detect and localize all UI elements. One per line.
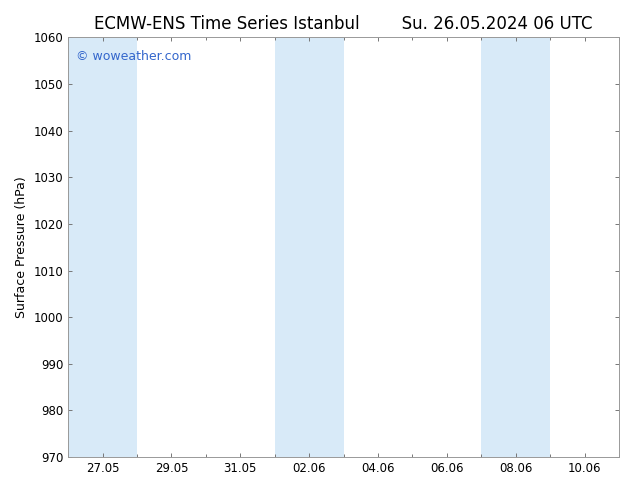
Y-axis label: Surface Pressure (hPa): Surface Pressure (hPa) [15, 176, 28, 318]
Title: ECMW-ENS Time Series Istanbul        Su. 26.05.2024 06 UTC: ECMW-ENS Time Series Istanbul Su. 26.05.… [94, 15, 593, 33]
Text: © woweather.com: © woweather.com [77, 50, 192, 63]
Bar [481, 37, 550, 457]
Bar [68, 37, 137, 457]
Bar [275, 37, 344, 457]
